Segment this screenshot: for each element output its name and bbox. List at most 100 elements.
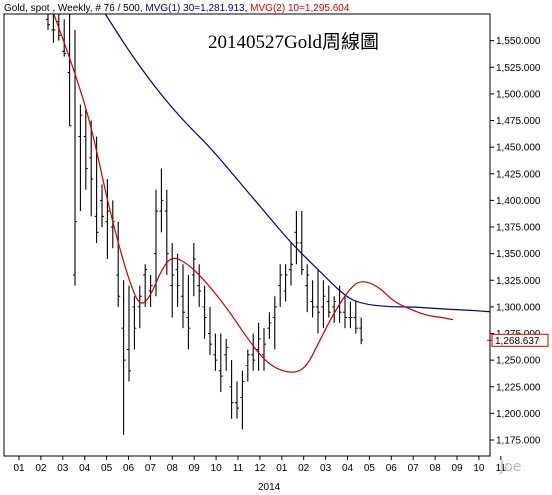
price-bar [321, 280, 326, 329]
year-label: 2014 [258, 482, 281, 493]
price-bar [332, 296, 337, 323]
price-bar [148, 274, 153, 307]
x-tick-label: 07 [145, 463, 157, 474]
price-bar [240, 370, 245, 430]
y-tick-label: 1,325.000 [496, 276, 541, 287]
x-tick-label: 05 [364, 463, 376, 474]
price-bar [294, 211, 299, 265]
price-bar [316, 269, 320, 334]
price-bar [326, 285, 331, 318]
price-bar [348, 301, 353, 329]
y-axis: 1,175.0001,200.0001,225.0001,250.0001,27… [487, 36, 541, 447]
x-tick-label: 10 [211, 463, 223, 474]
x-tick-label: 01 [13, 463, 25, 474]
y-tick-label: 1,175.000 [496, 436, 541, 447]
price-bar [245, 349, 250, 382]
y-tick-label: 1,475.000 [496, 116, 541, 127]
x-tick-label: 04 [342, 463, 354, 474]
x-tick-label: 04 [79, 463, 91, 474]
price-bar [132, 296, 137, 350]
header-instrument: Gold, spot , Weekly, # 76 / 500, [4, 3, 145, 14]
price-bar [289, 242, 293, 286]
x-tick-label: 01 [276, 463, 288, 474]
x-tick-label: 03 [320, 463, 332, 474]
x-tick-label: 08 [430, 463, 442, 474]
price-bar [170, 242, 175, 318]
x-tick-label: 11 [496, 463, 507, 474]
x-tick-label: 10 [473, 463, 485, 474]
price-bar [83, 109, 88, 190]
y-tick-label: 1,400.000 [496, 196, 541, 207]
price-bar [256, 322, 261, 371]
price-bar [251, 333, 256, 371]
price-bar [229, 360, 234, 419]
price-bar [67, 14, 72, 127]
x-tick-label: 09 [451, 463, 463, 474]
price-bar [359, 317, 364, 345]
price-bar [224, 338, 229, 371]
series-line [53, 14, 454, 373]
y-tick-label: 1,525.000 [496, 63, 541, 74]
y-tick-label: 1,425.000 [496, 169, 541, 180]
price-bar [175, 253, 180, 307]
x-axis: 01 02 03 04 05 06 07 08 09 10 11 12 01 02 03 04 05 06 07 08… [13, 456, 506, 474]
price-bar [235, 381, 239, 419]
x-tick-label: 09 [189, 463, 201, 474]
price-bar [116, 221, 121, 307]
y-tick-label: 1,375.000 [496, 223, 541, 234]
header-mvg2: MVG(2) 10=1,295.604 [250, 3, 350, 14]
price-bar [51, 14, 56, 43]
y-tick-label: 1,550.000 [496, 36, 541, 47]
price-bar [202, 285, 207, 339]
price-bar [94, 136, 99, 243]
x-tick-label: 06 [123, 463, 135, 474]
price-bars [46, 14, 364, 435]
y-tick-label: 1,250.000 [496, 356, 541, 367]
y-tick-label: 1,225.000 [496, 382, 541, 393]
watermark-joe: Joe [499, 459, 521, 475]
x-tick-label: 11 [233, 463, 244, 474]
x-tick-label: 02 [298, 463, 310, 474]
plot-frame [3, 13, 491, 457]
price-bar [127, 285, 131, 382]
x-tick-label: 08 [167, 463, 179, 474]
y-tick-label: 1,200.000 [496, 409, 541, 420]
price-bar [154, 189, 158, 297]
price-bar [218, 333, 223, 393]
price-bar [105, 179, 110, 259]
x-tick-label: 12 [254, 463, 266, 474]
price-bar [164, 189, 169, 275]
price-bar [159, 168, 164, 233]
price-bar [353, 301, 358, 334]
price-bar [78, 104, 83, 212]
price-bar [272, 296, 277, 350]
header-mvg1: MVG(1) 30=1,281.913 [145, 3, 245, 14]
y-tick-label: 1,500.000 [496, 89, 541, 100]
price-bar [299, 211, 304, 275]
price-bar [262, 328, 266, 371]
price-bar [267, 312, 272, 339]
price-bar [208, 306, 212, 355]
price-bar [100, 184, 104, 228]
price-bar [186, 274, 191, 350]
x-tick-label: 02 [35, 463, 47, 474]
last-price-marker: 1,268.637 [491, 333, 549, 347]
price-bar [310, 280, 315, 318]
last-price-label: 1,268.637 [495, 336, 540, 347]
y-tick-label: 1,350.000 [496, 249, 541, 260]
x-tick-label: 05 [101, 463, 113, 474]
price-bar [181, 264, 185, 329]
price-bar [305, 264, 310, 313]
moving-average-lines [53, 14, 490, 373]
price-bar [197, 264, 202, 307]
y-tick-label: 1,300.000 [496, 302, 541, 313]
chart-header: Gold, spot , Weekly, # 76 / 500, MVG(1) … [4, 3, 350, 14]
price-bar [278, 264, 283, 307]
x-tick-label: 07 [408, 463, 420, 474]
y-tick-label: 1,450.000 [496, 143, 541, 154]
x-tick-label: 06 [386, 463, 398, 474]
price-bar [46, 14, 50, 30]
price-bar [89, 120, 94, 217]
